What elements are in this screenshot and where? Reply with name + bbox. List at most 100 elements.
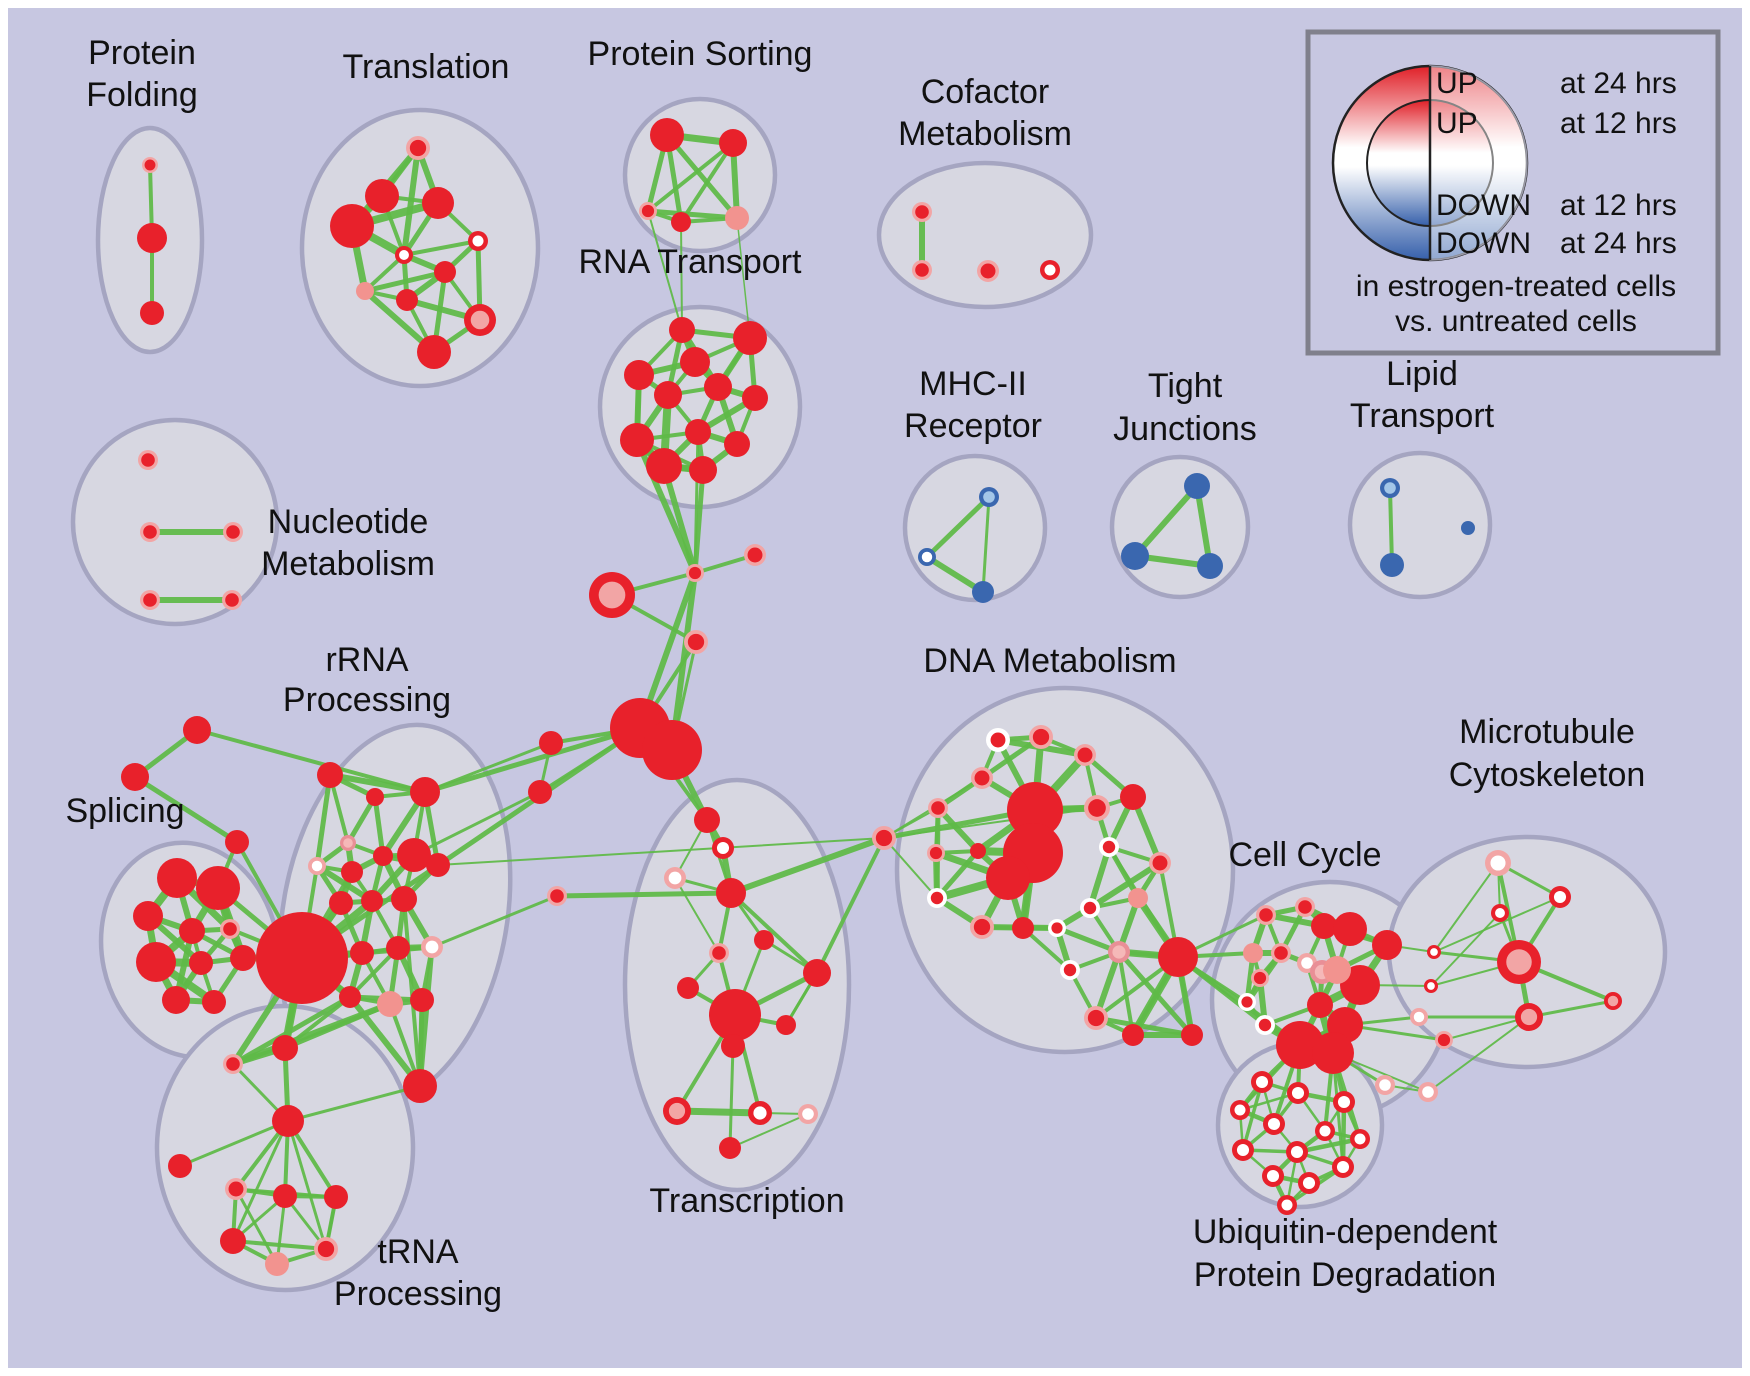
node-transcription-14-center [802, 1108, 814, 1120]
node-c1-center [875, 829, 893, 847]
node-translation-1 [365, 179, 399, 213]
edge [430, 894, 559, 949]
node-trna-7 [265, 1252, 289, 1276]
cluster-tight_junctions-label: Tight [1148, 367, 1223, 405]
node-cell_cycle-14 [1307, 992, 1333, 1018]
edge [664, 132, 740, 221]
edge [422, 725, 643, 795]
node-translation-10 [417, 335, 451, 369]
cluster-lipid-label: Transport [1350, 397, 1495, 435]
node-microtubule-1-center [1553, 890, 1567, 904]
node-protein_sorting-0 [650, 118, 684, 152]
edge [132, 774, 240, 845]
node-splicing-4-center [223, 922, 237, 936]
node-dna-10 [970, 843, 986, 859]
legend-entry-label-2: DOWN [1436, 189, 1531, 222]
node-rrna-19 [403, 1069, 437, 1103]
node-cell_cycle-2 [1311, 913, 1337, 939]
legend-entry-time-3: at 24 hrs [1560, 227, 1677, 260]
node-rrna-11 [391, 886, 417, 912]
node-splicing-0 [157, 858, 197, 898]
legend-right-half [1429, 65, 1528, 261]
node-translation-7 [356, 282, 374, 300]
node-cell_cycle-4 [1372, 930, 1402, 960]
node-t3 [225, 830, 249, 854]
cluster-nucleotide-label: Nucleotide [268, 503, 429, 541]
node-rrna-3-center [343, 838, 353, 848]
legend-entry-time-0: at 24 hrs [1560, 67, 1677, 100]
node-transcription-4 [716, 878, 746, 908]
node-trna-4 [324, 1185, 348, 1209]
edge [680, 221, 683, 331]
node-ubiquitin-8-center [1266, 1169, 1280, 1183]
node-nucleotide-0-center [141, 453, 155, 467]
node-rna_transport-3 [624, 360, 654, 390]
edge [815, 836, 886, 975]
node-transcription-12-center [668, 1102, 686, 1120]
node-cofactor-1-center [915, 263, 929, 277]
cluster-lipid-label: Lipid [1386, 355, 1458, 393]
node-cell_cycle-11-center [1241, 996, 1253, 1008]
node-cell_cycle-12 [1323, 956, 1351, 984]
node-ubiquitin-0-center [1255, 1075, 1269, 1089]
node-splicing-9 [202, 990, 226, 1014]
edge [423, 741, 553, 794]
node-rna_transport-4 [654, 381, 682, 409]
node-nucleotide-4-center [225, 593, 239, 607]
cluster-rna_transport-label: RNA Transport [579, 243, 803, 281]
node-cell_cycle-1-center [1298, 900, 1312, 914]
node-dna-24 [1181, 1024, 1203, 1046]
node-translation-8 [396, 289, 418, 311]
node-protein_folding-0-center [144, 159, 156, 171]
node-u2-center [1422, 1086, 1434, 1098]
node-rrna-10 [361, 890, 383, 912]
node-transcription-9 [709, 989, 761, 1041]
edge [314, 772, 333, 869]
edge [646, 141, 735, 213]
node-cofactor-3-center [1044, 264, 1056, 276]
cluster-mhc-label: Receptor [904, 407, 1042, 445]
legend-entry-time-1: at 12 hrs [1560, 107, 1677, 140]
node-mhc-2 [972, 581, 994, 603]
node-splicing-5 [136, 942, 176, 982]
node-ubiquitin-1-center [1291, 1086, 1305, 1100]
node-m3-center [1413, 1011, 1425, 1023]
node-tight_junctions-2 [1197, 553, 1223, 579]
edge [1132, 483, 1200, 559]
cluster-protein_folding-label: Folding [86, 76, 198, 114]
node-translation-3 [330, 204, 374, 248]
legend-entry-label-3: DOWN [1436, 227, 1531, 260]
labels: Protein Folding Translation Protein Sorting… [65, 34, 1645, 1313]
edge [1427, 1016, 1530, 1093]
node-lipid-2 [1461, 521, 1475, 535]
node-dna-9-center [1102, 840, 1116, 854]
node-j1-center [688, 566, 702, 580]
edge [729, 891, 819, 975]
node-trna-1 [168, 1154, 192, 1178]
node-rna_transport-6 [742, 385, 768, 411]
node-cell_cycle-16 [1276, 1021, 1324, 1069]
node-ubiquitin-4-center [1337, 1095, 1351, 1109]
node-transcription-5 [754, 930, 774, 950]
cluster-rrna-label: rRNA [325, 641, 408, 679]
edge [1388, 486, 1394, 567]
edge [674, 877, 720, 954]
node-m4-center [1437, 1033, 1451, 1047]
node-dna-15-center [1152, 855, 1168, 871]
node-u1-center [1379, 1079, 1391, 1091]
node-j4-center [687, 633, 705, 651]
node-trna-0 [272, 1105, 304, 1137]
node-ubiquitin-9-center [1302, 1176, 1316, 1190]
node-rrna-6 [373, 846, 393, 866]
legend-entry-label-0: UP [1436, 67, 1478, 100]
node-ubiquitin-11-center [1354, 1133, 1366, 1145]
node-rrna-2 [410, 777, 440, 807]
node-transcription-10 [776, 1015, 796, 1035]
cluster-trna-label: tRNA [377, 1233, 459, 1271]
node-protein_folding-1 [137, 223, 167, 253]
node-rrna-14 [386, 936, 410, 960]
edge [437, 837, 885, 866]
cluster-ubiquitin-label: Ubiquitin-dependent [1193, 1213, 1498, 1251]
edge [934, 848, 981, 901]
